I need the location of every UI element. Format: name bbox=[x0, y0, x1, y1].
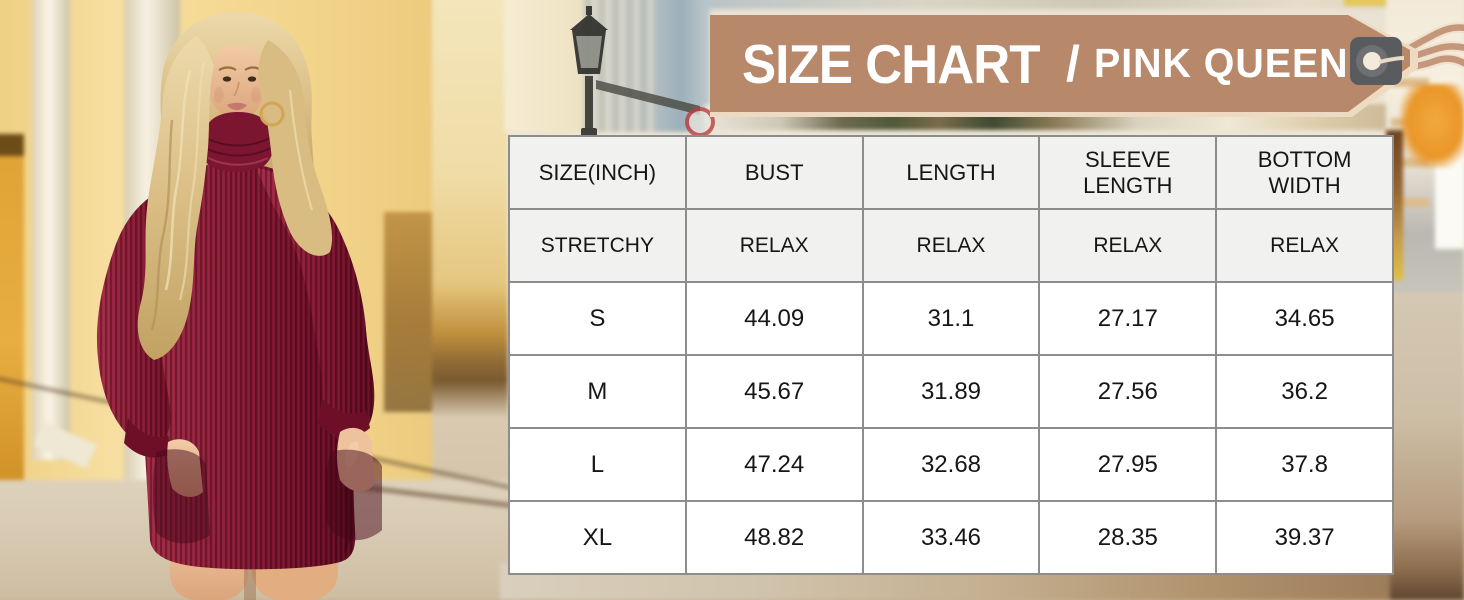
table-cell: 31.89 bbox=[861, 354, 1041, 429]
size-row-l: L 47.24 32.68 27.95 37.8 bbox=[508, 427, 1394, 502]
size-label: M bbox=[508, 354, 687, 429]
model-photo bbox=[96, 12, 382, 600]
tag-hole-icon bbox=[1350, 37, 1405, 85]
size-chart-banner: SIZE CHART / PINK QUEEN bbox=[0, 0, 1464, 140]
banner-brand-name: PINK QUEEN bbox=[1093, 40, 1349, 86]
table-cell: 27.17 bbox=[1038, 281, 1218, 356]
size-chart-table: SIZE(INCH) BUST LENGTH SLEEVE LENGTH BOT… bbox=[508, 135, 1394, 575]
table-cell: 32.68 bbox=[861, 427, 1041, 502]
table-cell: 27.95 bbox=[1038, 427, 1218, 502]
size-row-m: M 45.67 31.89 27.56 36.2 bbox=[508, 354, 1394, 429]
col-header-bottom-width: BOTTOM WIDTH bbox=[1215, 135, 1394, 210]
col-header-bust: BUST bbox=[684, 135, 864, 210]
table-cell: 48.82 bbox=[684, 500, 864, 575]
size-label: L bbox=[508, 427, 687, 502]
table-cell: 45.67 bbox=[684, 354, 864, 429]
size-row-xl: XL 48.82 33.46 28.35 39.37 bbox=[508, 500, 1394, 575]
table-cell: 44.09 bbox=[684, 281, 864, 356]
table-cell: 37.8 bbox=[1215, 427, 1394, 502]
size-label: XL bbox=[508, 500, 687, 575]
stretch-bottom: RELAX bbox=[1215, 208, 1394, 283]
table-cell: 31.1 bbox=[861, 281, 1041, 356]
stretch-sleeve: RELAX bbox=[1038, 208, 1218, 283]
stretch-bust: RELAX bbox=[684, 208, 864, 283]
col-header-size: SIZE(INCH) bbox=[508, 135, 687, 210]
table-cell: 27.56 bbox=[1038, 354, 1218, 429]
stretch-label: STRETCHY bbox=[508, 208, 687, 283]
col-header-sleeve-length: SLEEVE LENGTH bbox=[1038, 135, 1218, 210]
price-tag-shape bbox=[710, 15, 1464, 117]
stretch-length: RELAX bbox=[861, 208, 1041, 283]
table-cell: 36.2 bbox=[1215, 354, 1394, 429]
table-cell: 28.35 bbox=[1038, 500, 1218, 575]
banner-separator: / bbox=[1066, 35, 1080, 92]
table-cell: 47.24 bbox=[684, 427, 864, 502]
col-header-length: LENGTH bbox=[861, 135, 1041, 210]
size-row-s: S 44.09 31.1 27.17 34.65 bbox=[508, 281, 1394, 356]
stretch-row: STRETCHY RELAX RELAX RELAX RELAX bbox=[508, 208, 1394, 283]
table-cell: 39.37 bbox=[1215, 500, 1394, 575]
banner-title: SIZE CHART bbox=[742, 32, 1041, 95]
banner-text: SIZE CHART / PINK QUEEN bbox=[742, 15, 1347, 112]
size-label: S bbox=[508, 281, 687, 356]
table-cell: 33.46 bbox=[861, 500, 1041, 575]
table-cell: 34.65 bbox=[1215, 281, 1394, 356]
header-row: SIZE(INCH) BUST LENGTH SLEEVE LENGTH BOT… bbox=[508, 135, 1394, 210]
